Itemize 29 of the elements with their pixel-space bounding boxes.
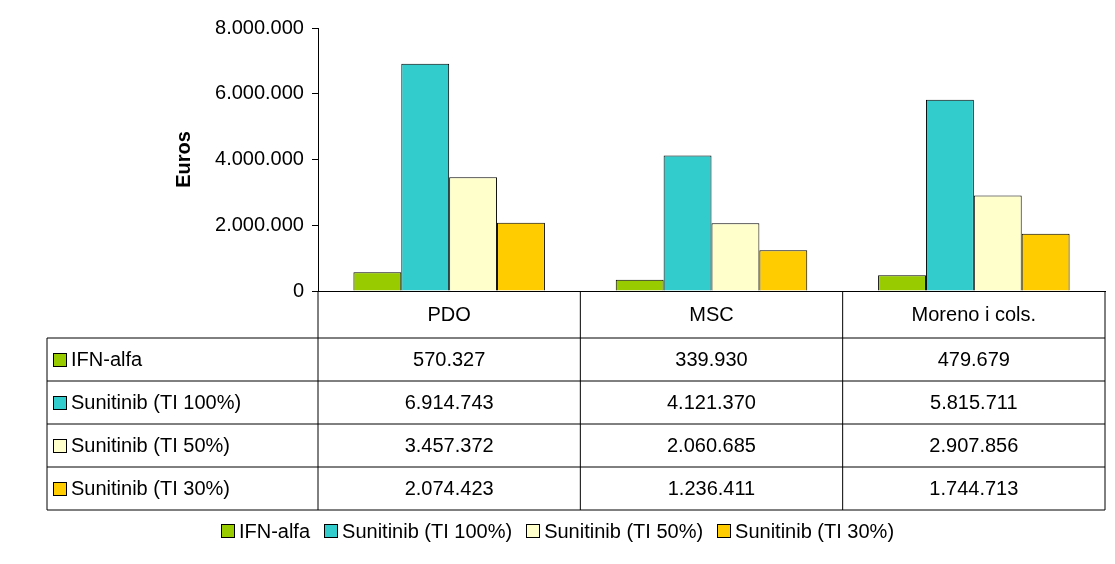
data-label: 3.457.372 [403,433,495,458]
y-tick-label: 4.000.000 [215,147,304,170]
legend-label: Sunitinib (TI 30%) [735,519,895,543]
y-tick-label: 2.000.000 [215,212,304,235]
y-tick-label: 6.000.000 [215,81,304,104]
y-tick-label: 8.000.000 [215,15,304,38]
text: IFN-alfa [238,519,311,542]
data-label: 479.679 [936,347,1011,372]
data-label: 570.327 [412,347,487,372]
data-label: 4.121.370 [666,390,757,415]
data-label: 339.930 [674,347,749,372]
legend-label: Sunitinib (TI 100%) [71,391,242,414]
text: Sunitinib (TI 100%) [342,519,513,542]
data-label: 5.815.711 [929,390,1019,415]
data-label: 2.907.856 [928,433,1020,458]
legend-label: Sunitinib (TI 50%) [544,519,704,543]
y-tick-label: 0 [292,278,304,301]
data-label: 6.914.743 [403,390,495,415]
text: Sunitinib (TI 50%) [71,434,230,456]
data-label: 2.074.423 [403,476,495,501]
x-tick-label: PDO [427,302,471,325]
x-tick-label: Moreno i cols. [911,302,1037,325]
x-tick-label: MSC [689,302,734,325]
data-label: 1.236.411 [666,476,757,501]
data-label: 1.744.713 [928,476,1020,501]
y-axis-title: Euros [171,131,194,188]
data-label: 2.060.685 [666,433,757,458]
legend-label: IFN-alfa [71,348,143,371]
text: Sunitinib (TI 30%) [71,477,230,499]
